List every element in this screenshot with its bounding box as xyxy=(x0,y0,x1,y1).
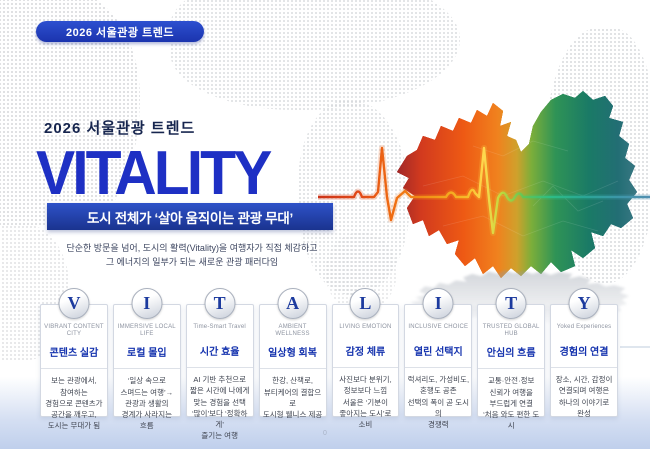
hero-description-line1: 단순한 방문을 넘어, 도시의 활력(Vitality)을 여행자가 직접 체감… xyxy=(66,243,318,253)
card-box: AMBIENT WELLNESS 일상형 회복 한강, 산책로, 뷰티케어의 결… xyxy=(258,304,327,420)
letter-badge-y: Y xyxy=(568,288,600,319)
letter-badge-l: L xyxy=(349,288,381,319)
card-time-smart-travel: T Time-Smart Travel 시간 효율 AI 기반 추천으로 짧은 … xyxy=(185,288,254,440)
card-box: LIVING EMOTION 감정 체류 사진보다 분위기, 정보보다 느낌 서… xyxy=(331,304,400,429)
card-english-label: TRUSTED GLOBAL HUB xyxy=(482,324,540,338)
card-english-label: Time-Smart Travel xyxy=(193,324,246,330)
card-body-text: 장소, 시간, 감정이 연결되며 여행은 하나의 이야기로 완성 xyxy=(555,375,613,418)
card-divider xyxy=(259,368,326,370)
card-inclusive-choice: I INCLUSIVE CHOICE 열린 선택지 럭셔리도, 가성비도, 혼행… xyxy=(404,288,473,429)
card-korean-title: 안심의 흐름 xyxy=(486,348,536,360)
card-korean-title: 열린 선택지 xyxy=(413,347,463,358)
card-divider xyxy=(113,368,180,370)
card-box: VIBRANT CONTENT CITY 콘텐츠 실감 보는 관광에서, 참여하… xyxy=(40,304,108,430)
hero-title: VITALITY xyxy=(36,137,272,208)
card-english-label: AMBIENT WELLNESS xyxy=(275,324,310,338)
card-english-label: IMMERSIVE LOCAL LIFE xyxy=(117,324,176,338)
hero-banner: 도시 전체가 ‘살아 움직이는 관광 무대’ xyxy=(47,203,333,230)
card-korean-title: 시간 효율 xyxy=(199,347,240,358)
card-body-text: 사진보다 분위기, 정보보다 느낌 서울은 ‘기분이 좋아지는 도시’로 소비 xyxy=(339,375,392,429)
hero-description: 단순한 방문을 넘어, 도시의 활력(Vitality)을 여행자가 직접 체감… xyxy=(28,241,356,270)
letter-badge-t2: T xyxy=(495,288,527,319)
card-box: Time-Smart Travel 시간 효율 AI 기반 추천으로 짧은 시간… xyxy=(185,304,254,440)
card-vibrant-content-city: V VIBRANT CONTENT CITY 콘텐츠 실감 보는 관광에서, 참… xyxy=(40,288,108,430)
card-body-text: 보는 관광에서, 참여하는 경험으로 콘텐츠가 공간을 깨우고, 도시는 무대가… xyxy=(45,376,103,431)
card-body-text: ‘일상 속으로 스며드는 여행’→ 관광과 생활의 경계가 사라지는 흐름 xyxy=(120,376,174,431)
card-divider xyxy=(41,368,107,370)
card-box: INCLUSIVE CHOICE 열린 선택지 럭셔리도, 가성비도, 혼행도 … xyxy=(404,304,473,429)
slide-header-badge-label: 2026 서울관광 트렌드 xyxy=(66,26,174,39)
heartbeat-reflection-line xyxy=(620,346,650,348)
card-korean-title: 감정 체류 xyxy=(345,347,386,358)
card-divider xyxy=(405,367,472,368)
letter-badge-v: V xyxy=(58,288,90,319)
card-box: Yoked Experiences 경험의 연결 장소, 시간, 감정이 연결되… xyxy=(550,304,618,418)
card-body-text: 한강, 산책로, 뷰티케어의 결합으로 도시형 웰니스 제공 xyxy=(262,376,323,420)
vitality-cards-row: V VIBRANT CONTENT CITY 콘텐츠 실감 보는 관광에서, 참… xyxy=(40,288,618,440)
card-english-label: VIBRANT CONTENT CITY xyxy=(44,324,104,338)
card-korean-title: 일상형 회복 xyxy=(268,348,317,360)
hero-banner-label: 도시 전체가 ‘살아 움직이는 관광 무대’ xyxy=(87,210,293,226)
letter-badge-i2: I xyxy=(422,288,454,319)
card-divider xyxy=(551,367,617,368)
hero-eyebrow: 2026 서울관광 트렌드 xyxy=(44,120,196,137)
hero-description-line2: 그 에너지의 일부가 되는 새로운 관광 패러다임 xyxy=(105,257,279,268)
page-number: 0 xyxy=(323,430,327,437)
card-body-text: 럭셔리도, 가성비도, 혼행도 공존 선택의 폭이 곧 도시의 경쟁력 xyxy=(407,375,470,429)
card-box: IMMERSIVE LOCAL LIFE 로컬 몰입 ‘일상 속으로 스며드는 … xyxy=(112,304,181,430)
letter-badge-i: I xyxy=(131,288,163,319)
letter-badge-t: T xyxy=(204,288,236,319)
card-trusted-global-hub: T TRUSTED GLOBAL HUB 안심의 흐름 교통·안전·정보 신뢰가… xyxy=(477,288,546,430)
card-divider xyxy=(332,367,399,368)
card-divider xyxy=(186,367,253,368)
card-divider xyxy=(478,368,545,370)
heartbeat-line-svg xyxy=(315,145,650,236)
card-yoked-experiences: Y Yoked Experiences 경험의 연결 장소, 시간, 감정이 연… xyxy=(550,288,618,418)
card-box: TRUSTED GLOBAL HUB 안심의 흐름 교통·안전·정보 신뢰가 여… xyxy=(477,304,546,430)
card-english-label: Yoked Experiences xyxy=(556,324,612,330)
card-body-text: AI 기반 추천으로 짧은 시간에 나에게 맞는 경험을 선택 ‘많이’보다 ‘… xyxy=(190,375,250,441)
slide-header-badge: 2026 서울관광 트렌드 xyxy=(36,21,204,42)
card-immersive-local-life: I IMMERSIVE LOCAL LIFE 로컬 몰입 ‘일상 속으로 스며드… xyxy=(112,288,181,430)
card-korean-title: 로컬 몰입 xyxy=(127,348,167,360)
heartbeat-line xyxy=(315,135,650,250)
letter-badge-a: A xyxy=(277,288,309,319)
card-korean-title: 경험의 연결 xyxy=(559,347,609,358)
card-living-emotion: L LIVING EMOTION 감정 체류 사진보다 분위기, 정보보다 느낌… xyxy=(331,288,400,429)
card-english-label: LIVING EMOTION xyxy=(339,324,392,330)
card-body-text: 교통·안전·정보 신뢰가 여행을 부드럽게 연결 ‘처음 와도 편한 도시 xyxy=(483,376,540,431)
card-ambient-wellness: A AMBIENT WELLNESS 일상형 회복 한강, 산책로, 뷰티케어의… xyxy=(258,288,327,420)
card-english-label: INCLUSIVE CHOICE xyxy=(408,324,469,330)
card-korean-title: 콘텐츠 실감 xyxy=(49,348,99,360)
